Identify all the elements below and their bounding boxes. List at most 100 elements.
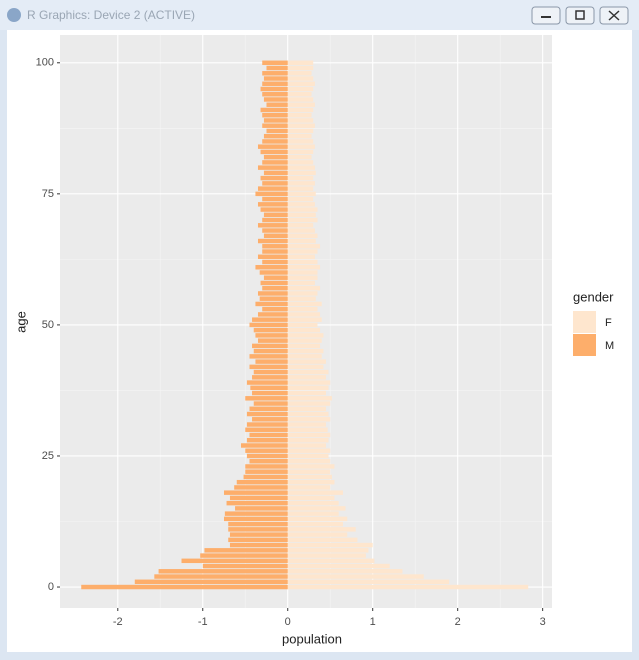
bar: [287, 149, 314, 155]
bar: [262, 285, 288, 291]
bar: [234, 485, 288, 490]
bar: [263, 97, 288, 102]
bar: [287, 500, 339, 506]
bar: [255, 265, 288, 270]
bar: [287, 563, 390, 569]
bar: [226, 500, 288, 506]
bar: [287, 128, 314, 134]
bar: [255, 191, 288, 197]
legend-label: M: [605, 340, 614, 352]
bar: [204, 548, 288, 553]
bar: [287, 479, 335, 485]
bar: [287, 417, 331, 422]
bar: [158, 569, 288, 574]
bar: [257, 312, 288, 317]
bar: [266, 65, 288, 71]
window-title: R Graphics: Device 2 (ACTIVE): [27, 8, 195, 22]
bar: [287, 154, 312, 160]
bar: [249, 432, 288, 438]
bar: [287, 123, 315, 128]
bar: [287, 448, 331, 453]
bar: [287, 495, 335, 501]
bar: [262, 249, 288, 254]
bar: [252, 390, 288, 396]
bar: [287, 511, 339, 516]
x-tick-label: -2: [113, 616, 123, 628]
bar: [255, 301, 288, 307]
bar: [287, 537, 358, 543]
bar: [263, 154, 288, 160]
bar: [287, 207, 318, 212]
bar: [262, 71, 288, 76]
bar: [287, 291, 318, 296]
bar: [287, 396, 332, 401]
bar: [287, 217, 318, 223]
bar: [287, 432, 331, 438]
bar: [228, 537, 288, 543]
bar: [287, 312, 321, 317]
bar: [202, 563, 288, 569]
x-axis-label: population: [282, 631, 342, 646]
bar: [287, 401, 331, 406]
bar: [246, 411, 288, 417]
bar: [287, 558, 375, 564]
bar: [287, 354, 322, 359]
bar: [287, 542, 373, 548]
bar: [287, 223, 314, 228]
restore-button[interactable]: [565, 6, 595, 25]
y-tick-label: 75: [42, 188, 54, 200]
bar: [287, 259, 318, 265]
bar: [287, 196, 314, 202]
bar: [287, 296, 316, 301]
bar: [263, 133, 288, 139]
bar: [262, 306, 288, 312]
bar: [229, 532, 288, 537]
bar: [287, 521, 343, 527]
bar: [246, 438, 288, 443]
bar: [287, 86, 314, 92]
bar: [287, 438, 329, 443]
bar: [245, 396, 288, 401]
bar: [287, 233, 318, 239]
bar: [287, 333, 324, 338]
bar: [287, 369, 329, 375]
bar: [287, 144, 315, 149]
bar: [253, 348, 288, 354]
close-icon: [608, 10, 620, 21]
bar: [246, 453, 288, 459]
bar: [263, 76, 288, 81]
bar: [287, 107, 314, 113]
bar: [257, 165, 288, 170]
bar: [287, 506, 346, 511]
legend-key: [573, 334, 596, 356]
bar: [287, 280, 315, 286]
bar: [287, 364, 324, 370]
bar: [287, 422, 326, 427]
bar: [287, 443, 326, 448]
bar: [287, 411, 329, 417]
bar: [262, 259, 288, 265]
bar: [287, 238, 316, 244]
bar: [154, 574, 288, 579]
bar: [287, 584, 529, 590]
bar: [229, 542, 288, 548]
bar: [263, 212, 288, 218]
bar: [263, 170, 288, 176]
bar: [287, 65, 314, 71]
bar: [287, 453, 329, 459]
bar: [287, 574, 424, 579]
bar: [249, 364, 288, 370]
bar: [259, 296, 288, 301]
bar: [287, 270, 318, 275]
bar: [287, 516, 348, 522]
bar: [287, 170, 316, 176]
legend-label: F: [605, 317, 612, 329]
bar: [287, 469, 331, 474]
y-tick-label: 50: [42, 319, 54, 331]
bar: [250, 385, 288, 391]
minimize-button[interactable]: [531, 6, 561, 25]
x-tick-label: 3: [540, 616, 546, 628]
bar: [287, 464, 335, 469]
bar: [287, 249, 318, 254]
bar: [257, 202, 288, 207]
